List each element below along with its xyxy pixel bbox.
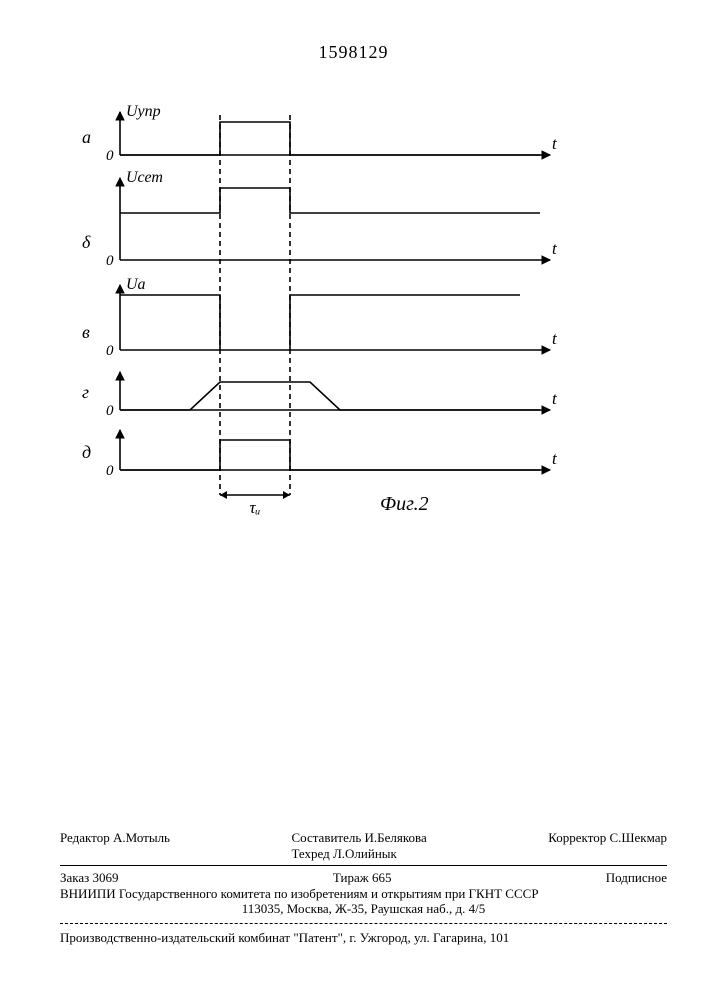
tirazh: Тираж 665 — [333, 870, 392, 886]
t-label-a: t — [552, 134, 558, 153]
tau-label: τᵤ — [249, 498, 260, 517]
page: 1598129 0 t а Uупр 0 t δ Uсет 0 t в Uа 0 t г 0 t д τᵤ Фиг.2… — [0, 0, 707, 1000]
row-label-v: в — [82, 322, 90, 342]
timing-diagram: 0 t а Uупр 0 t δ Uсет 0 t в Uа 0 t г 0 t д τᵤ Фиг.2 — [80, 100, 580, 530]
zero-label-a: 0 — [106, 148, 114, 164]
zero-label-d: 0 — [106, 463, 114, 479]
row-label-b: δ — [82, 232, 91, 252]
divider-2 — [60, 923, 667, 924]
editor: Редактор А.Мотыль — [60, 830, 170, 861]
techred: Техред Л.Олийнык — [291, 846, 426, 862]
credits-row-2: Заказ 3069 Тираж 665 Подписное — [60, 870, 667, 886]
zero-label-g: 0 — [106, 403, 114, 419]
y-label-v: Uа — [126, 276, 146, 293]
credits-center: Составитель И.Белякова Техред Л.Олийнык — [291, 830, 426, 861]
corrector: Корректор С.Шекмар — [548, 830, 667, 861]
t-label-v: t — [552, 329, 558, 348]
compiler: Составитель И.Белякова — [291, 830, 426, 846]
institute-line: ВНИИПИ Государственного комитета по изоб… — [60, 886, 667, 902]
credits-block: Редактор А.Мотыль Составитель И.Белякова… — [60, 830, 667, 946]
subscription: Подписное — [606, 870, 667, 886]
t-label-b: t — [552, 239, 558, 258]
zero-label-v: 0 — [106, 343, 114, 359]
publisher-line: Производственно-издательский комбинат "П… — [60, 930, 667, 946]
zero-label-b: 0 — [106, 253, 114, 269]
row-label-a: а — [82, 127, 91, 147]
document-number: 1598129 — [0, 42, 707, 63]
t-label-g: t — [552, 389, 558, 408]
order-number: Заказ 3069 — [60, 870, 119, 886]
divider-1 — [60, 865, 667, 866]
y-label-a: Uупр — [126, 103, 161, 120]
t-label-d: t — [552, 449, 558, 468]
row-label-g: г — [82, 382, 89, 402]
address-line: 113035, Москва, Ж-35, Раушская наб., д. … — [60, 901, 667, 917]
figure-caption: Фиг.2 — [380, 493, 429, 515]
credits-row-1: Редактор А.Мотыль Составитель И.Белякова… — [60, 830, 667, 861]
y-label-b: Uсет — [126, 169, 163, 186]
row-label-d: д — [82, 442, 91, 462]
